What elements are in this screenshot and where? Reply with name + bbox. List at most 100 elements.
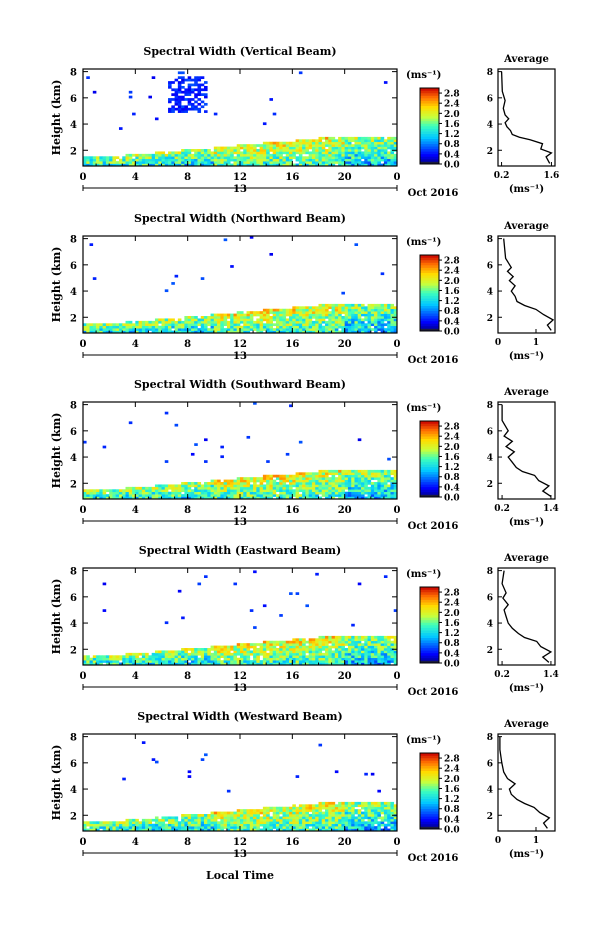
heatmap-cell [190, 821, 195, 825]
heatmap-cell [377, 158, 381, 162]
heatmap-cell [308, 486, 313, 490]
heatmap-cell [262, 640, 267, 644]
heatmap-cell [226, 650, 231, 654]
heatmap-cell [233, 645, 238, 649]
heatmap-cell [380, 491, 385, 495]
heatmap-cell [354, 308, 359, 312]
heatmap-cell [347, 318, 352, 322]
heatmap-cell [298, 818, 303, 822]
heatmap-cell [154, 657, 159, 661]
heatmap-cell [282, 806, 287, 810]
heatmap-cell [295, 652, 300, 656]
heatmap-cell [174, 816, 179, 820]
heatmap-cell [377, 823, 381, 827]
heatmap-cell [233, 648, 238, 651]
heatmap-cell [158, 330, 162, 334]
heatmap-cell [364, 325, 368, 329]
heatmap-cell [305, 662, 309, 666]
heatmap-cell [390, 139, 395, 143]
heatmap-cell [295, 811, 300, 815]
heatmap-cell [351, 823, 355, 827]
y-tick-label: 4 [70, 120, 77, 131]
heatmap-cell [272, 313, 277, 317]
colorbar-frame [419, 87, 440, 165]
heatmap-cell [207, 818, 211, 822]
heatmap-cell [338, 660, 342, 663]
heatmap-cell [367, 638, 372, 642]
heatmap-cell [207, 826, 211, 829]
heatmap-cell [236, 652, 241, 656]
heatmap-cell [279, 806, 283, 810]
heatmap-cell [334, 318, 339, 322]
heatmap-cell [387, 161, 391, 164]
heatmap-cell [177, 88, 182, 92]
heatmap-cell [393, 652, 398, 656]
heatmap-cell [256, 650, 260, 654]
heatmap-cell [380, 156, 385, 160]
heatmap-cell [246, 496, 251, 500]
colorbar-segment [420, 115, 439, 119]
heatmap-cell [194, 323, 198, 327]
heatmap-cell [115, 330, 120, 334]
heatmap-cell [249, 821, 254, 825]
heatmap-cell [128, 158, 133, 162]
heatmap-cell [361, 635, 365, 639]
heatmap-cell [305, 826, 309, 829]
heatmap-cell [347, 828, 352, 832]
day-label: 13 [233, 849, 247, 860]
heatmap-cell [272, 308, 277, 312]
heatmap-cell [256, 496, 260, 500]
heatmap-cell [272, 311, 277, 314]
heatmap-cell [220, 158, 224, 162]
heatmap-cell [243, 811, 247, 815]
heatmap-cell [383, 640, 388, 644]
heatmap-cell [92, 161, 97, 164]
heatmap-cell [338, 474, 342, 478]
heatmap-cell [321, 804, 326, 808]
heatmap-cell [132, 489, 136, 493]
heatmap-cell [298, 330, 303, 334]
heatmap-cell [259, 816, 264, 820]
colorbar-tick-label: 2.8 [444, 589, 460, 599]
heatmap-cell [249, 489, 254, 493]
heatmap-cell [295, 814, 300, 817]
heatmap-cell [393, 489, 398, 493]
heatmap-cell [233, 814, 238, 817]
heatmap-cell [190, 163, 195, 167]
heatmap-cell [331, 818, 336, 822]
heatmap-cell [262, 486, 267, 490]
heatmap-cell [138, 489, 143, 493]
heatmap-cell [210, 662, 215, 666]
heatmap-cell [370, 472, 375, 476]
heatmap-cell [311, 496, 316, 500]
heatmap-cell [164, 496, 169, 500]
heatmap-cell [213, 494, 218, 497]
heatmap-cell [223, 163, 228, 167]
heatmap-cell [266, 158, 270, 162]
heatmap-cell [311, 306, 316, 310]
heatmap-cell [328, 818, 332, 822]
heatmap-cell [380, 811, 385, 815]
heatmap-cell [132, 818, 136, 822]
heatmap-cell [325, 313, 329, 317]
heatmap-cell [220, 496, 224, 500]
average-frame [497, 733, 556, 832]
heatmap-cell [279, 489, 283, 493]
heatmap-cell [374, 151, 378, 155]
heatmap-cell [177, 163, 182, 167]
heatmap-cell [256, 660, 260, 663]
heatmap-cell [298, 662, 303, 666]
heatmap-cell [275, 330, 280, 334]
heatmap-cell [177, 102, 182, 106]
heatmap-cell [370, 650, 375, 654]
heatmap-cell [370, 163, 375, 167]
heatmap-cell [325, 469, 329, 473]
heatmap-cell [272, 662, 277, 666]
heatmap-cell [285, 484, 290, 488]
heatmap-cell [132, 158, 136, 162]
heatmap-cell [393, 146, 398, 150]
heatmap-cell [184, 330, 188, 334]
heatmap-cell [177, 589, 182, 593]
heatmap-cell [122, 489, 126, 493]
heatmap-cell [266, 648, 270, 651]
